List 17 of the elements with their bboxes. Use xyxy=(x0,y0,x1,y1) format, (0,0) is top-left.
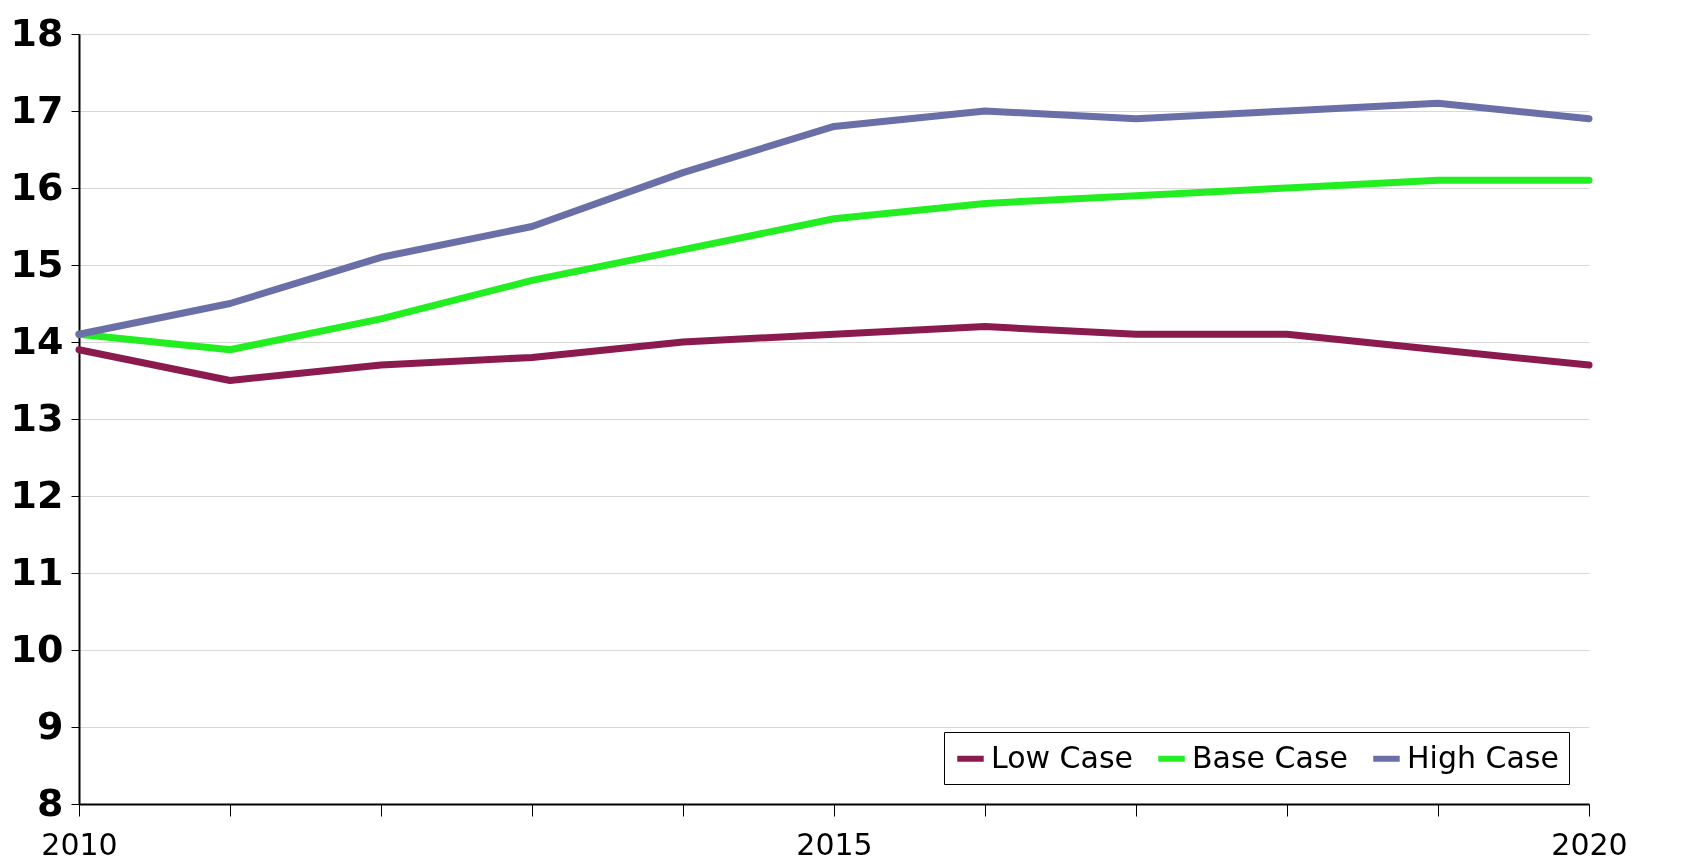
x-tick-label: 2020 xyxy=(1551,826,1628,862)
legend-label: High Case xyxy=(1407,739,1559,775)
y-tick-label: 9 xyxy=(37,703,64,748)
y-tick-label: 18 xyxy=(10,10,64,55)
x-tick-label: 2015 xyxy=(796,826,873,862)
y-tick-label: 13 xyxy=(10,395,64,440)
y-tick-label: 12 xyxy=(10,472,64,517)
y-tick-label: 8 xyxy=(37,780,64,825)
legend-label: Low Case xyxy=(991,739,1134,775)
legend-label: Base Case xyxy=(1192,739,1349,775)
y-tick-label: 15 xyxy=(10,241,64,286)
y-tick-label: 14 xyxy=(10,318,64,363)
y-tick-label: 16 xyxy=(10,164,64,209)
y-tick-label: 10 xyxy=(10,626,64,671)
y-tick-label: 17 xyxy=(10,87,64,132)
x-tick-label: 2010 xyxy=(41,826,118,862)
y-tick-label: 11 xyxy=(10,549,64,594)
